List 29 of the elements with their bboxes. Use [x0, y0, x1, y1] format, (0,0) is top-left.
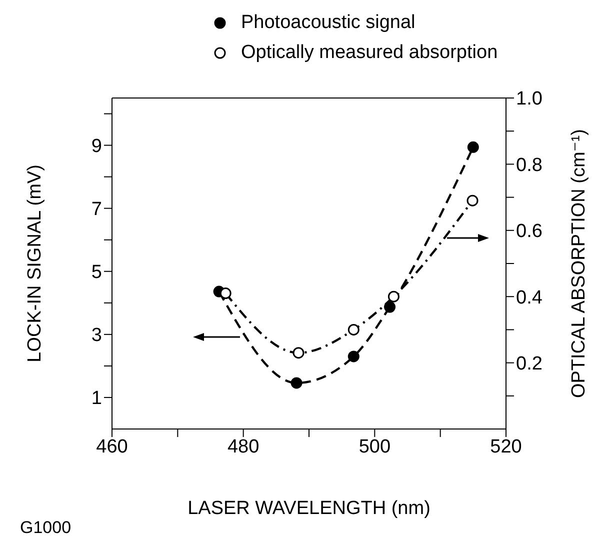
text: G1000	[20, 518, 72, 538]
y-tick-label: 3	[91, 325, 102, 346]
point	[348, 350, 360, 362]
point	[384, 301, 396, 313]
y2-axis-title: OPTICAL ABSORPTION (cm⁻¹)	[568, 128, 590, 398]
y2-tick-label: 0.6	[516, 221, 542, 242]
legend-label: Photoacoustic signal	[241, 12, 416, 34]
legend-label: Optically measured absorption	[241, 42, 498, 64]
point	[467, 141, 479, 153]
point	[466, 194, 478, 206]
point	[220, 288, 232, 300]
y2-tick-label: 1.0	[516, 88, 542, 110]
point	[388, 290, 400, 302]
x-axis-title: LASER WAVELENGTH (nm)	[188, 498, 430, 519]
x-tick-label: 480	[227, 436, 260, 458]
y2-tick-label: 0.8	[516, 154, 542, 176]
y-tick-label: 5	[91, 262, 102, 284]
y-tick-label: 9	[91, 136, 102, 158]
y-tick-label: 7	[91, 199, 102, 220]
y2-tick-label: 0.2	[516, 354, 542, 375]
x-tick-label: 520	[490, 436, 522, 458]
x-tick-label: 500	[358, 436, 391, 458]
point	[292, 347, 304, 359]
y2-tick-label: 0.4	[516, 287, 543, 308]
x-tick-label: 460	[96, 436, 128, 458]
y-axis-title: LOCK-IN SIGNAL (mV)	[24, 164, 46, 362]
y-tick-label: 1	[91, 388, 102, 410]
point	[348, 324, 360, 336]
point	[290, 377, 302, 389]
